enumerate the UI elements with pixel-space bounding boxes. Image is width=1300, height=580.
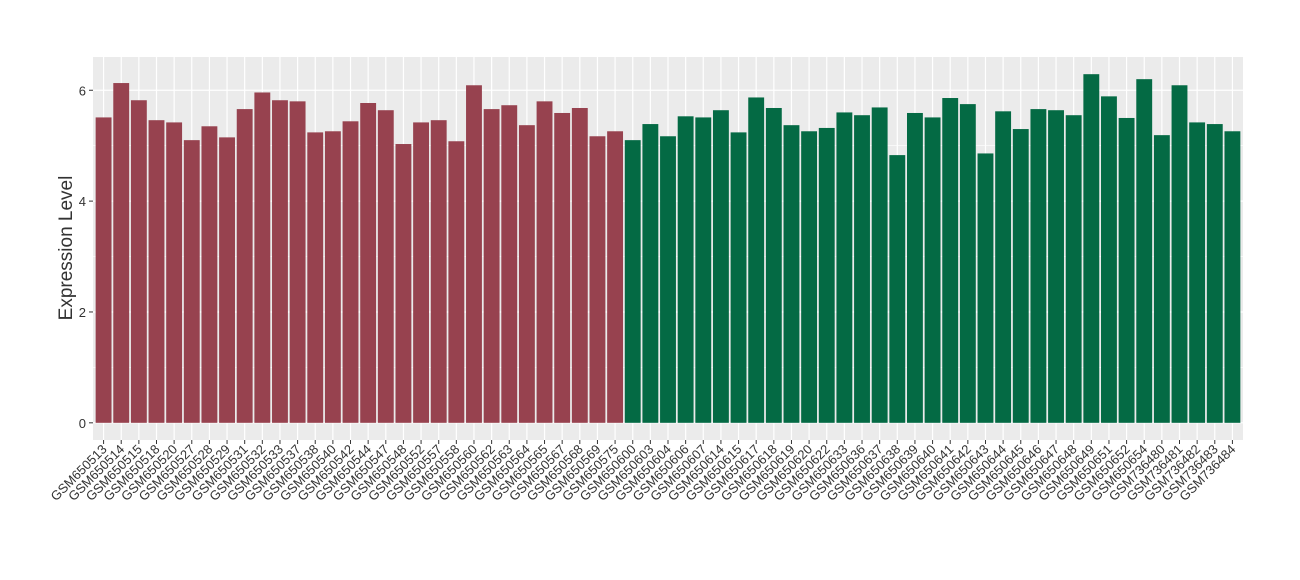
bar <box>536 101 553 423</box>
bar <box>889 155 906 423</box>
bar <box>1153 135 1170 423</box>
bar <box>854 115 870 423</box>
bar <box>695 117 712 423</box>
bar <box>1030 109 1047 423</box>
bar <box>836 112 853 423</box>
bar <box>871 107 888 423</box>
bar <box>307 132 324 423</box>
bar <box>360 103 377 423</box>
bar <box>448 141 465 423</box>
bar <box>624 140 641 423</box>
y-tick-label: 6 <box>79 83 86 98</box>
bar <box>1083 74 1100 423</box>
bar <box>1224 131 1241 423</box>
bar <box>642 124 659 423</box>
bar <box>660 136 676 423</box>
bar <box>148 120 165 423</box>
bar <box>1012 129 1029 423</box>
y-tick-label: 4 <box>79 194 86 209</box>
bar <box>977 153 994 423</box>
bar <box>677 116 694 423</box>
bar <box>395 144 412 423</box>
bar <box>801 131 818 423</box>
bar <box>1206 124 1223 423</box>
bar <box>430 120 447 423</box>
bar <box>906 112 923 423</box>
bar <box>518 125 535 423</box>
bar <box>324 131 341 423</box>
bar <box>1189 122 1206 423</box>
bar <box>995 111 1012 423</box>
bar <box>1118 117 1135 423</box>
bar <box>1171 85 1188 423</box>
bar <box>818 127 835 423</box>
bar <box>413 122 430 423</box>
bar <box>712 110 729 423</box>
bar <box>201 126 218 423</box>
bar <box>466 85 482 423</box>
bar <box>289 101 306 423</box>
bar <box>377 110 394 423</box>
bar <box>783 125 800 423</box>
bar <box>589 136 606 423</box>
bar <box>254 92 271 423</box>
bar <box>1048 110 1064 423</box>
bar <box>1101 96 1117 423</box>
bar <box>219 137 235 423</box>
bar <box>95 117 112 423</box>
bar <box>236 109 253 423</box>
bar <box>130 100 147 423</box>
bar <box>501 105 518 423</box>
bar <box>1065 115 1082 423</box>
bar <box>959 104 976 423</box>
bar <box>924 117 941 423</box>
bar <box>554 112 571 423</box>
bar <box>166 122 183 423</box>
bar <box>183 140 200 423</box>
bar <box>942 98 959 423</box>
bar <box>1136 79 1153 423</box>
bar <box>342 121 359 423</box>
y-tick-label: 0 <box>79 416 86 431</box>
bar <box>571 107 588 423</box>
bar <box>607 131 624 423</box>
bar <box>748 97 765 423</box>
bar <box>730 132 747 423</box>
y-axis-label: Expression Level <box>56 176 77 321</box>
y-tick-label: 2 <box>79 305 86 320</box>
bar <box>113 83 130 423</box>
bar <box>483 109 500 423</box>
bar <box>765 107 782 423</box>
bar <box>272 100 288 423</box>
